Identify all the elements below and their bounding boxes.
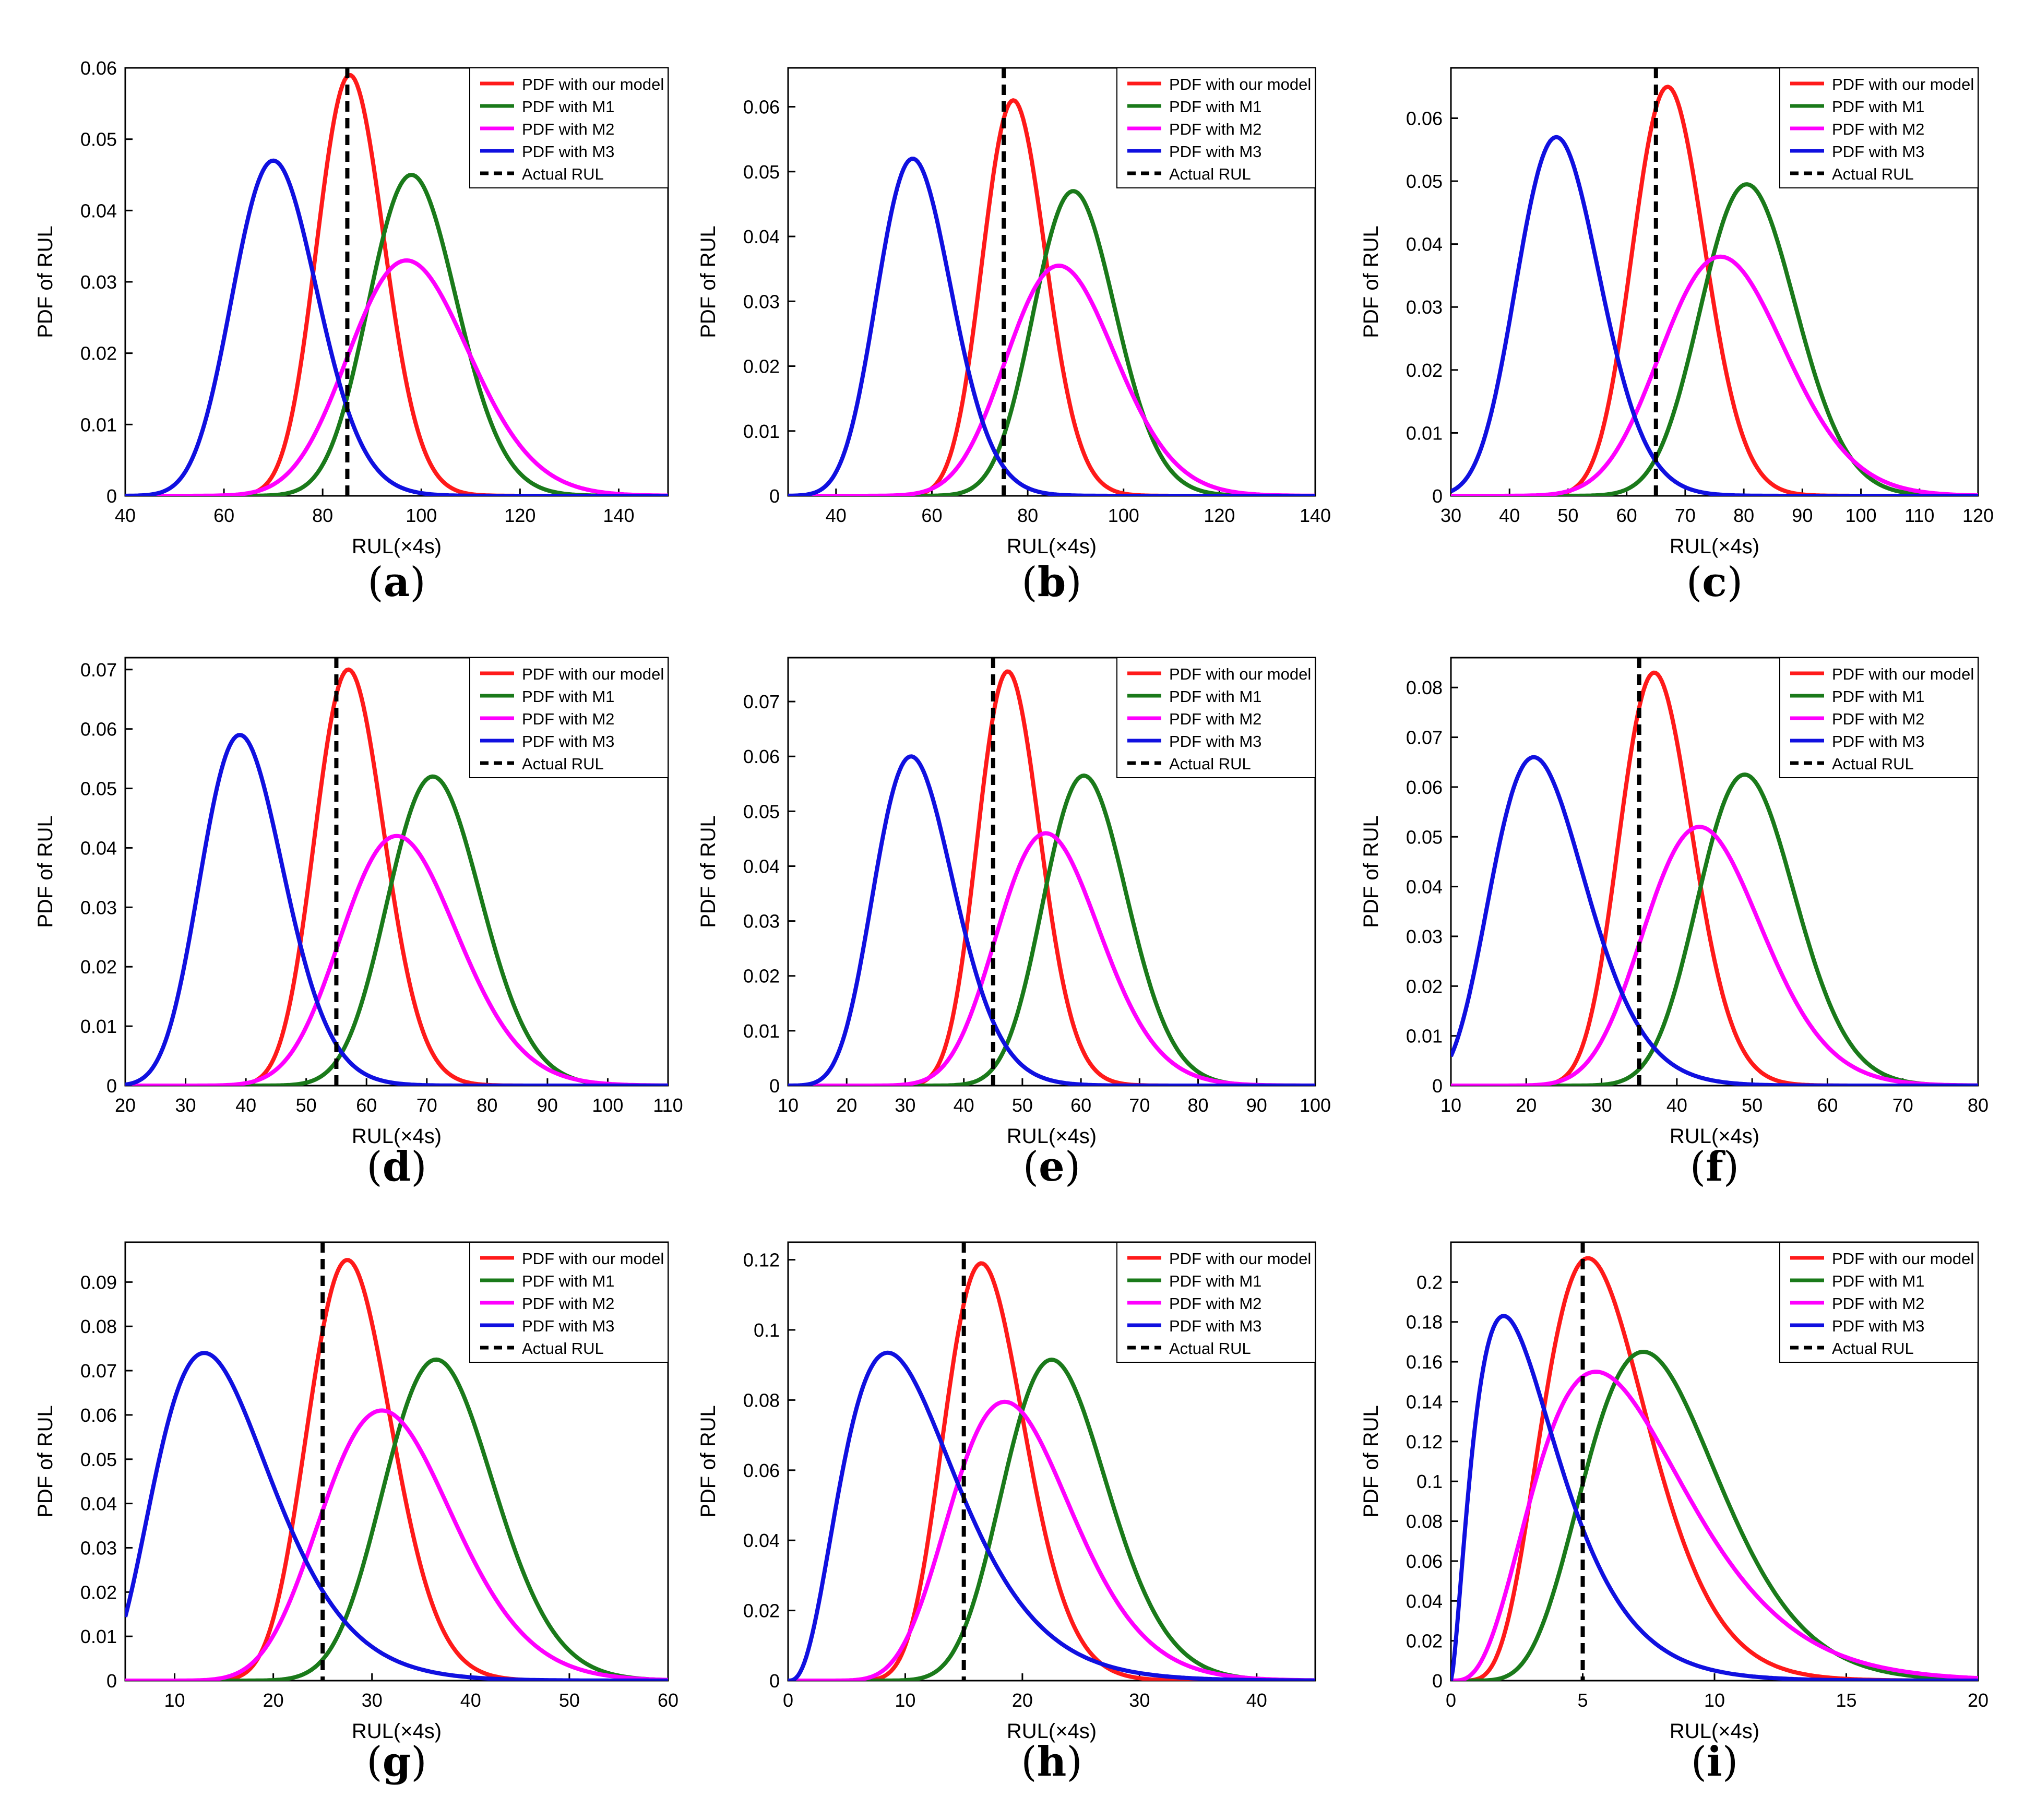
x-tick-label: 120 <box>504 505 535 526</box>
y-tick-label: 0.03 <box>80 271 117 293</box>
legend-label: PDF with M2 <box>522 120 614 138</box>
series-line-our-model <box>125 73 668 496</box>
legend-label: PDF with M1 <box>522 98 614 116</box>
y-tick-label: 0.02 <box>80 343 117 364</box>
y-axis-label: PDF of RUL <box>34 225 57 338</box>
panel-caption: (h) <box>1021 1738 1082 1786</box>
x-tick-label: 60 <box>213 505 234 526</box>
panel-caption: (a) <box>367 558 426 606</box>
x-tick-label: 80 <box>312 505 333 526</box>
panel-caption: (i) <box>1690 1738 1739 1786</box>
x-tick-label: 100 <box>406 505 437 526</box>
y-tick-label: 0.04 <box>80 200 117 221</box>
panel-caption: (d) <box>366 1143 427 1191</box>
y-tick-label: 0.05 <box>80 129 117 150</box>
panel-caption: (g) <box>366 1738 427 1786</box>
legend-label: PDF with M3 <box>522 142 614 161</box>
y-tick-label: 0 <box>106 485 117 507</box>
y-tick-label: 0.06 <box>80 57 117 79</box>
x-tick-label: 40 <box>115 505 136 526</box>
legend: PDF with our model PDF with M1 PDF with M2… <box>469 67 669 188</box>
panel-caption: (b) <box>1021 558 1082 606</box>
series-line-m3 <box>125 158 668 496</box>
x-axis-label: RUL(×4s) <box>352 535 442 558</box>
legend-label: Actual RUL <box>522 165 604 183</box>
panel-caption: (c) <box>1686 558 1743 606</box>
y-tick-label: 0.01 <box>80 414 117 435</box>
x-tick-label: 140 <box>603 505 634 526</box>
legend-label: PDF with our model <box>522 75 664 93</box>
panel-caption: (e) <box>1022 1143 1081 1191</box>
series-line-m2 <box>125 258 668 496</box>
panel-caption: (f) <box>1689 1143 1740 1191</box>
